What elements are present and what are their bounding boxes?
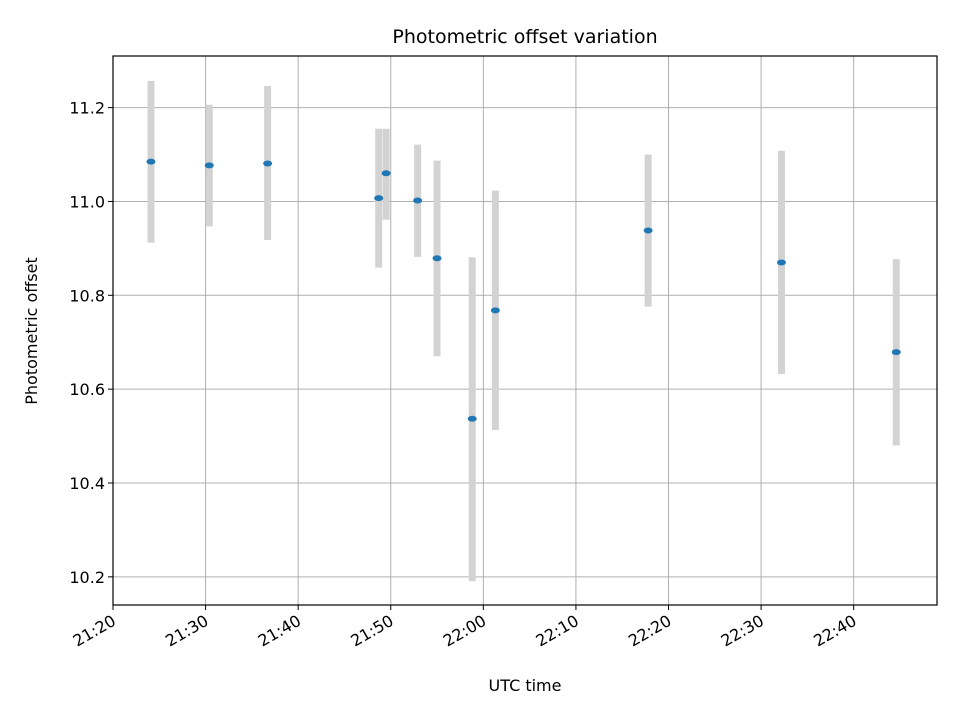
data-point <box>490 307 500 314</box>
data-point <box>776 259 786 266</box>
data-point <box>381 170 391 177</box>
y-tick-label: 10.2 <box>69 568 105 587</box>
data-point <box>467 415 477 422</box>
data-point <box>413 197 423 204</box>
data-point <box>374 195 384 202</box>
data-point <box>643 227 653 234</box>
data-point <box>891 349 901 356</box>
y-tick-label: 10.4 <box>69 474 105 493</box>
chart-title: Photometric offset variation <box>392 26 657 48</box>
plot-frame <box>112 55 938 606</box>
data-point <box>204 162 214 169</box>
y-tick-label: 10.8 <box>69 286 105 305</box>
x-axis-label: UTC time <box>489 676 562 695</box>
y-axis-ticks: 10.2 10.4 10.6 10.8 11.0 11.2 <box>69 99 113 587</box>
data-point <box>432 255 442 262</box>
data-point <box>146 158 156 165</box>
y-tick-label: 11.2 <box>69 99 105 118</box>
grid <box>112 56 937 605</box>
data-points <box>146 158 901 422</box>
y-tick-label: 11.0 <box>69 192 105 211</box>
data-point <box>263 160 273 167</box>
y-axis-label: Photometric offset <box>22 257 41 405</box>
y-tick-label: 10.6 <box>69 380 105 399</box>
